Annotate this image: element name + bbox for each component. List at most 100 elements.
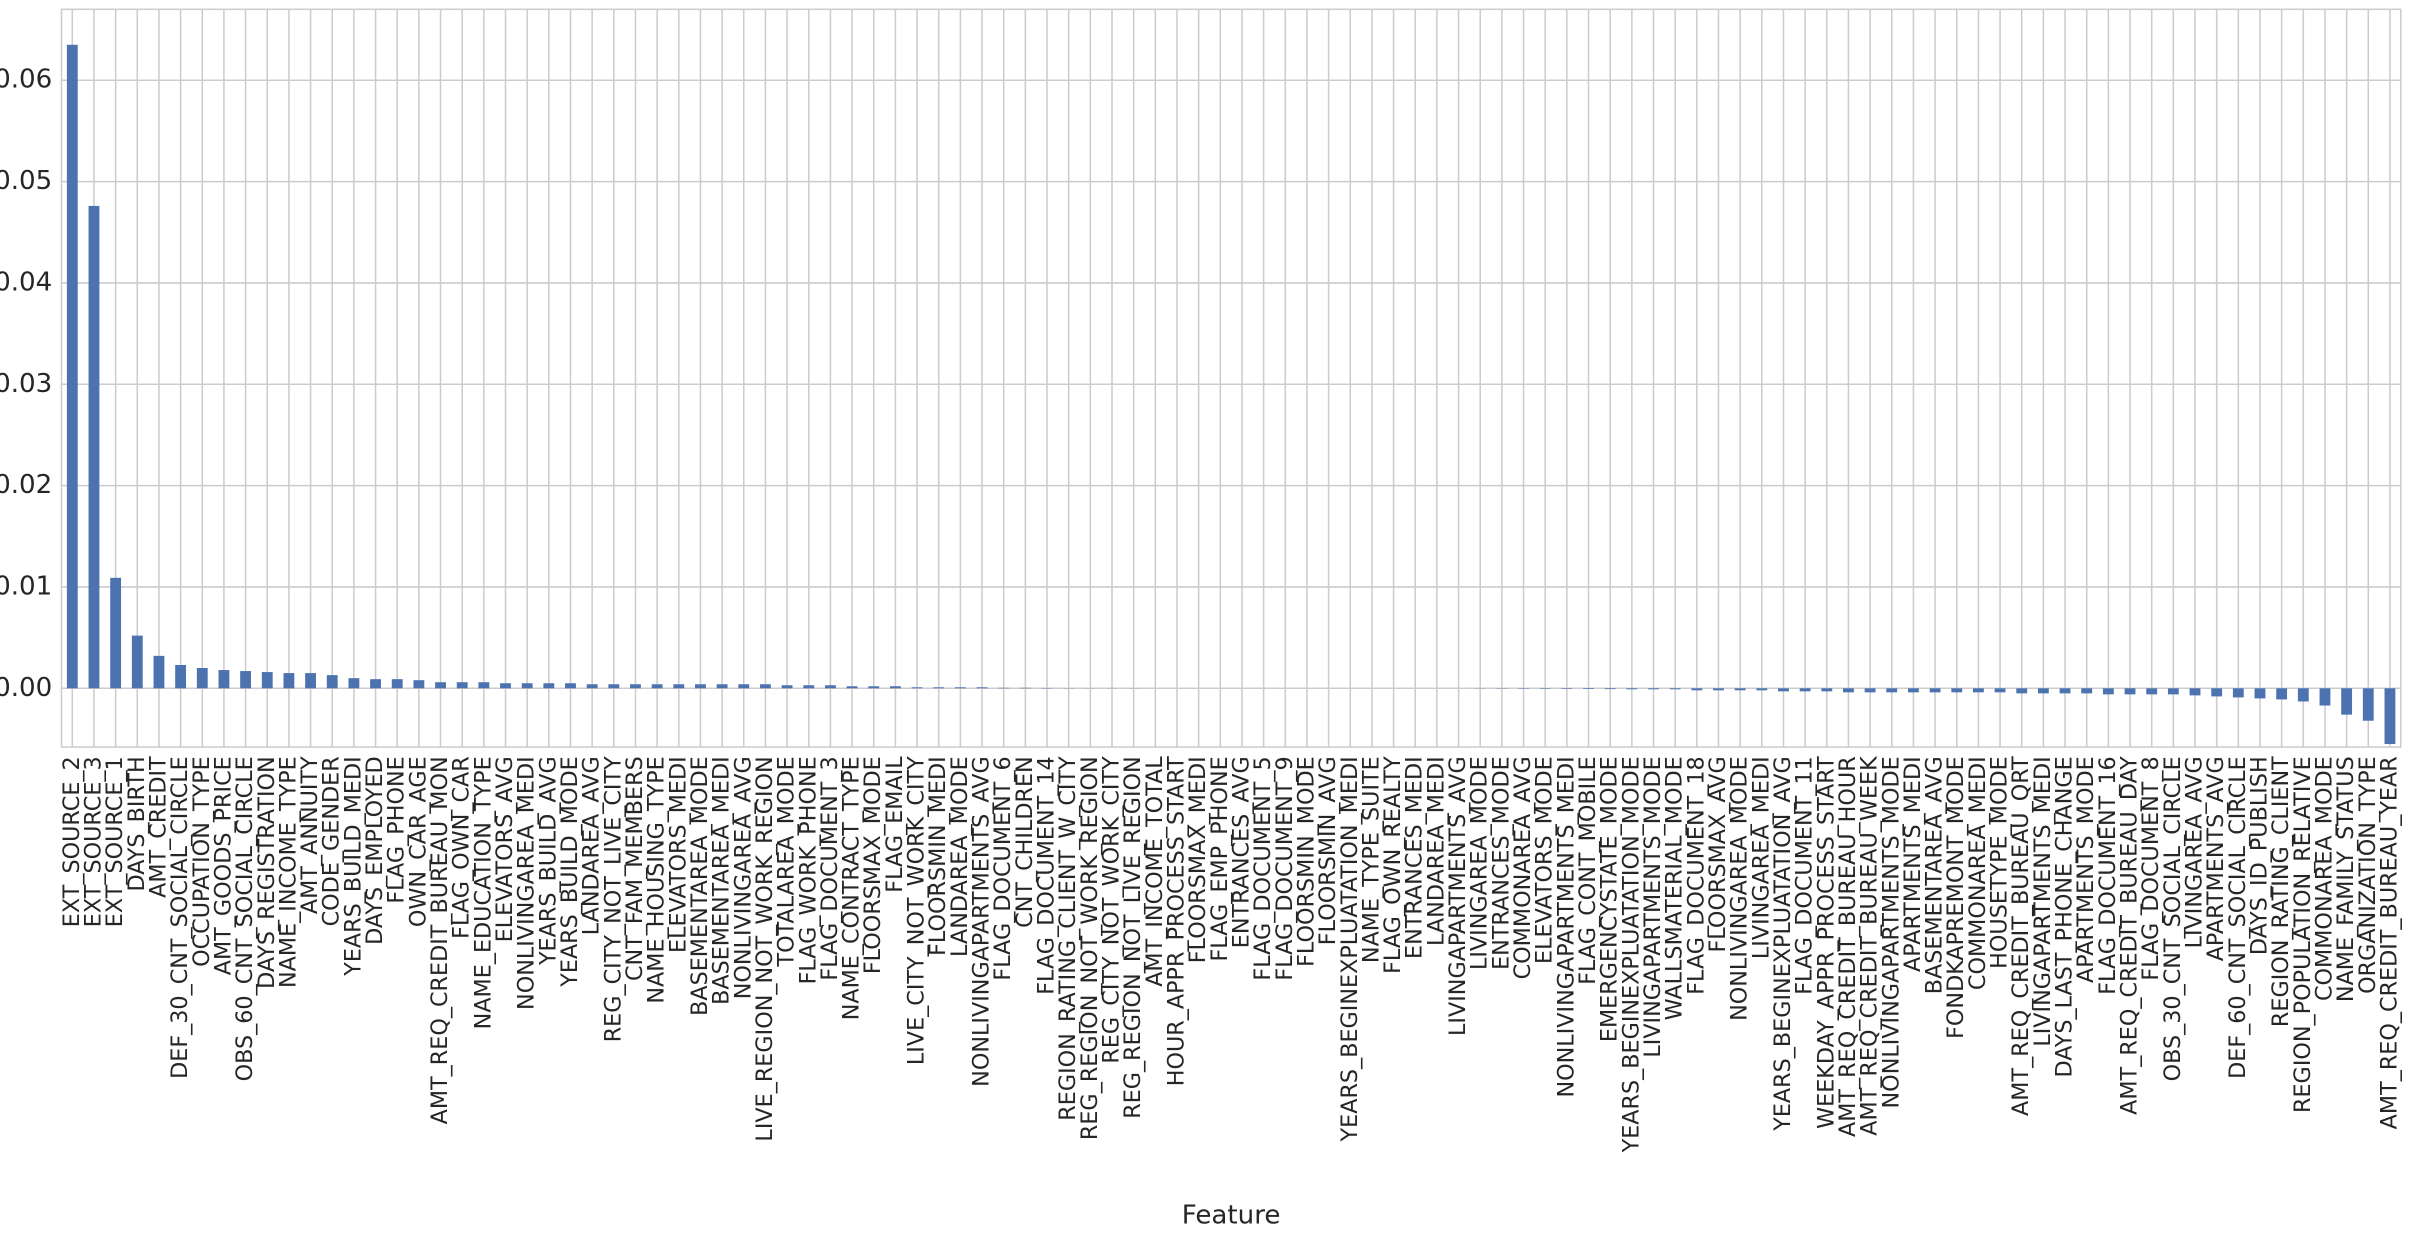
x-tick-label: FLAG_PHONE [384, 756, 410, 903]
bar [521, 683, 533, 689]
bar [1929, 688, 1941, 693]
bar [608, 684, 620, 689]
x-tick-label: FLAG_DOCUMENT_14 [1034, 756, 1060, 994]
bar [2276, 688, 2288, 700]
x-tick-label: WEEKDAY_APPR_PROCESS_START [1813, 756, 1839, 1129]
x-tick-label: EXT_SOURCE_3 [80, 756, 106, 927]
bar [1821, 688, 1833, 692]
bar [760, 684, 771, 689]
bar [1756, 688, 1768, 691]
x-tick-label: REG_CITY_NOT_LIVE_CITY [600, 756, 626, 1042]
bar [2384, 688, 2396, 745]
x-tick-label: FLAG_DOCUMENT_18 [1683, 756, 1709, 994]
bar [131, 635, 143, 689]
x-tick-label: LIVINGAPARTMENTS_AVG [1445, 756, 1471, 1036]
x-tick-label: FLAG_DOCUMENT_6 [990, 756, 1016, 980]
x-tick-label: DAYS_BIRTH [124, 756, 150, 891]
x-tick-label: OWN_CAR_AGE [405, 756, 431, 927]
x-tick-label: NAME_EDUCATION_TYPE [470, 756, 496, 1029]
x-tick-label: LIVINGAPARTMENTS_MODE [1640, 756, 1666, 1057]
x-tick-label: FLAG_EMP_PHONE [1207, 756, 1233, 961]
bar [1604, 688, 1616, 690]
bar [2081, 688, 2093, 694]
x-tick-label: AMT_REQ_CREDIT_BUREAU_HOUR [1835, 756, 1861, 1137]
bar [2341, 688, 2353, 715]
x-tick-label: NAME_HOUSING_TYPE [644, 756, 670, 1003]
bar [348, 678, 360, 689]
x-tick-label: AMT_REQ_CREDIT_BUREAU_YEAR [2376, 756, 2402, 1129]
x-tick-label: FLOORSMAX_MODE [860, 756, 886, 974]
bar [1691, 688, 1703, 691]
bar [998, 687, 1010, 689]
x-tick-label: DAYS_ID_PUBLISH [2246, 756, 2272, 955]
x-tick-label: LANDAREA_MODE [947, 756, 973, 957]
x-tick-label: NONLIVINGAREA_MEDI [514, 756, 540, 1010]
bar [803, 685, 815, 689]
bar [478, 682, 490, 689]
y-tick-label: 0.05 [0, 166, 52, 196]
x-tick-label: AMT_REQ_CREDIT_BUREAU_MON [427, 756, 453, 1124]
bar [2254, 688, 2266, 699]
x-tick-label: AMT_REQ_CREDIT_BUREAU_QRT [2008, 756, 2034, 1116]
x-tick-label: HOUSETYPE_MODE [1987, 756, 2013, 969]
x-tick-label: YEARS_BUILD_MODE [557, 756, 583, 987]
x-tick-label: FLAG_DOCUMENT_9 [1272, 756, 1298, 980]
plot-frame [60, 8, 2402, 748]
x-tick-label: YEARS_BUILD_MEDI [340, 756, 366, 976]
y-tick-label: 0.03 [0, 369, 52, 399]
x-tick-label: AMT_INCOME_TOTAL [1142, 756, 1168, 987]
x-tick-label: EXT_SOURCE_1 [102, 756, 128, 927]
bar [1539, 688, 1551, 689]
y-tick-label: 0.02 [0, 470, 52, 500]
x-tick-label: FLOORSMAX_MEDI [1185, 756, 1211, 963]
x-tick-label: LIVE_CITY_NOT_WORK_CITY [904, 756, 930, 1065]
bar [283, 673, 295, 689]
x-tick-label: ELEVATORS_MODE [1532, 756, 1558, 964]
bar [66, 44, 78, 689]
bar [2037, 688, 2049, 694]
x-tick-label: FLOORSMIN_AVG [1315, 756, 1341, 945]
bar [1994, 688, 2006, 693]
bar [500, 683, 511, 689]
bar [456, 682, 468, 689]
bar [110, 577, 122, 689]
bar [326, 675, 338, 689]
x-tick-label: AMT_GOODS_PRICE [210, 756, 236, 975]
x-tick-label: FLAG_EMAIL [882, 756, 908, 893]
x-tick-label: OCCUPATION_TYPE [189, 756, 215, 967]
x-tick-label: REG_REGION_NOT_WORK_REGION [1077, 756, 1103, 1140]
bar [2059, 688, 2071, 694]
bar [1734, 688, 1746, 691]
x-tick-label: CNT_FAM_MEMBERS [622, 756, 648, 981]
bar [1019, 687, 1031, 689]
bar [2189, 688, 2201, 696]
x-tick-label: TOTALAREA_MODE [774, 756, 800, 967]
x-tick-label: NONLIVINGAREA_MODE [1727, 756, 1753, 1021]
bar [240, 671, 252, 689]
x-tick-label: FLAG_DOCUMENT_8 [2138, 756, 2164, 980]
bar [1799, 688, 1811, 692]
bar [261, 672, 273, 689]
x-tick-label: NONLIVINGAPARTMENTS_MODE [1878, 756, 1904, 1108]
x-tick-label: OBS_30_CNT_SOCIAL_CIRCLE [2160, 756, 2186, 1081]
x-tick-label: FLAG_OWN_REALTY [1380, 756, 1406, 974]
x-tick-label: LIVINGAREA_MODE [1467, 756, 1493, 970]
y-tick-label: 0.00 [0, 673, 52, 703]
x-tick-label: REGION_POPULATION_RELATIVE [2290, 756, 2316, 1113]
x-tick-label: CNT_CHILDREN [1012, 756, 1038, 928]
bar [218, 670, 230, 689]
x-tick-label: OBS_60_CNT_SOCIAL_CIRCLE [232, 756, 258, 1081]
bars [66, 44, 2396, 745]
x-tick-label: LIVINGAREA_MEDI [1748, 756, 1774, 959]
x-tick-label: FLAG_DOCUMENT_5 [1250, 756, 1276, 980]
x-tick-label: FLAG_CONT_MOBILE [1575, 756, 1601, 984]
bar [2146, 688, 2158, 695]
x-tick-label: DAYS_EMPLOYED [362, 756, 388, 945]
x-axis-label: Feature [1182, 1201, 1281, 1231]
x-tick-label: REGION_RATING_CLIENT [2268, 756, 2294, 1027]
x-tick-label: FLAG_DOCUMENT_3 [817, 756, 843, 980]
x-tick-label: APARTMENTS_MODE [2073, 756, 2099, 983]
grid [61, 9, 2401, 748]
bar [175, 664, 187, 689]
bar [2102, 688, 2114, 695]
